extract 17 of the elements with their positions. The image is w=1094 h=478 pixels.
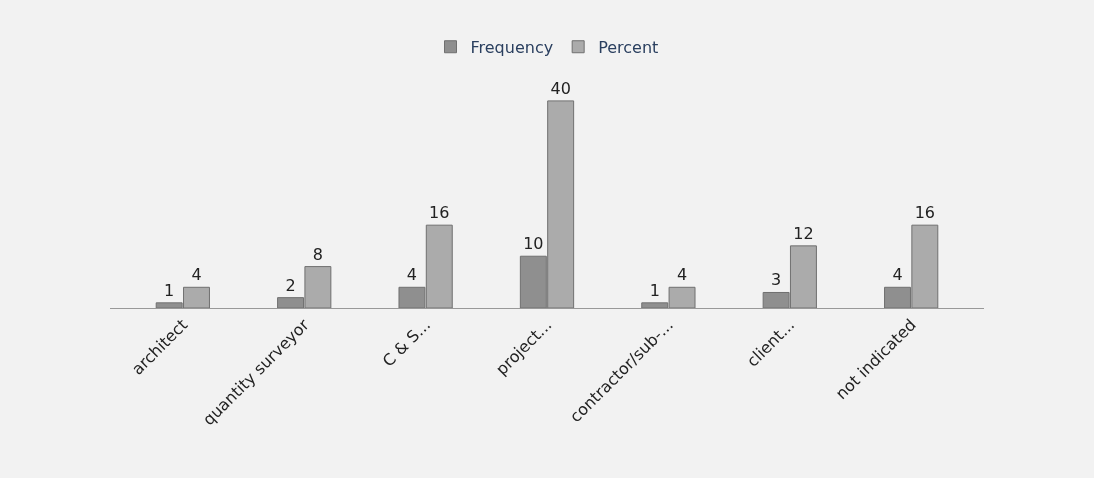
data-label: 4	[892, 265, 903, 285]
legend-label: Percent	[598, 37, 659, 57]
legend-label: Frequency	[470, 37, 554, 57]
data-label: 3	[771, 270, 782, 290]
data-label: 2	[285, 275, 296, 295]
x-tick-label: C & S...	[378, 315, 435, 371]
data-label: 8	[312, 244, 323, 264]
data-label: 4	[406, 265, 418, 285]
data-label: 1	[649, 280, 660, 300]
data-label: 4	[676, 265, 688, 285]
data-label: 1	[164, 280, 175, 300]
data-label: 16	[429, 203, 450, 223]
data-label: 10	[523, 234, 544, 254]
data-label: 16	[914, 203, 935, 223]
data-label: 4	[191, 265, 202, 285]
data-label: 40	[550, 78, 571, 98]
data-label: 12	[793, 223, 814, 243]
